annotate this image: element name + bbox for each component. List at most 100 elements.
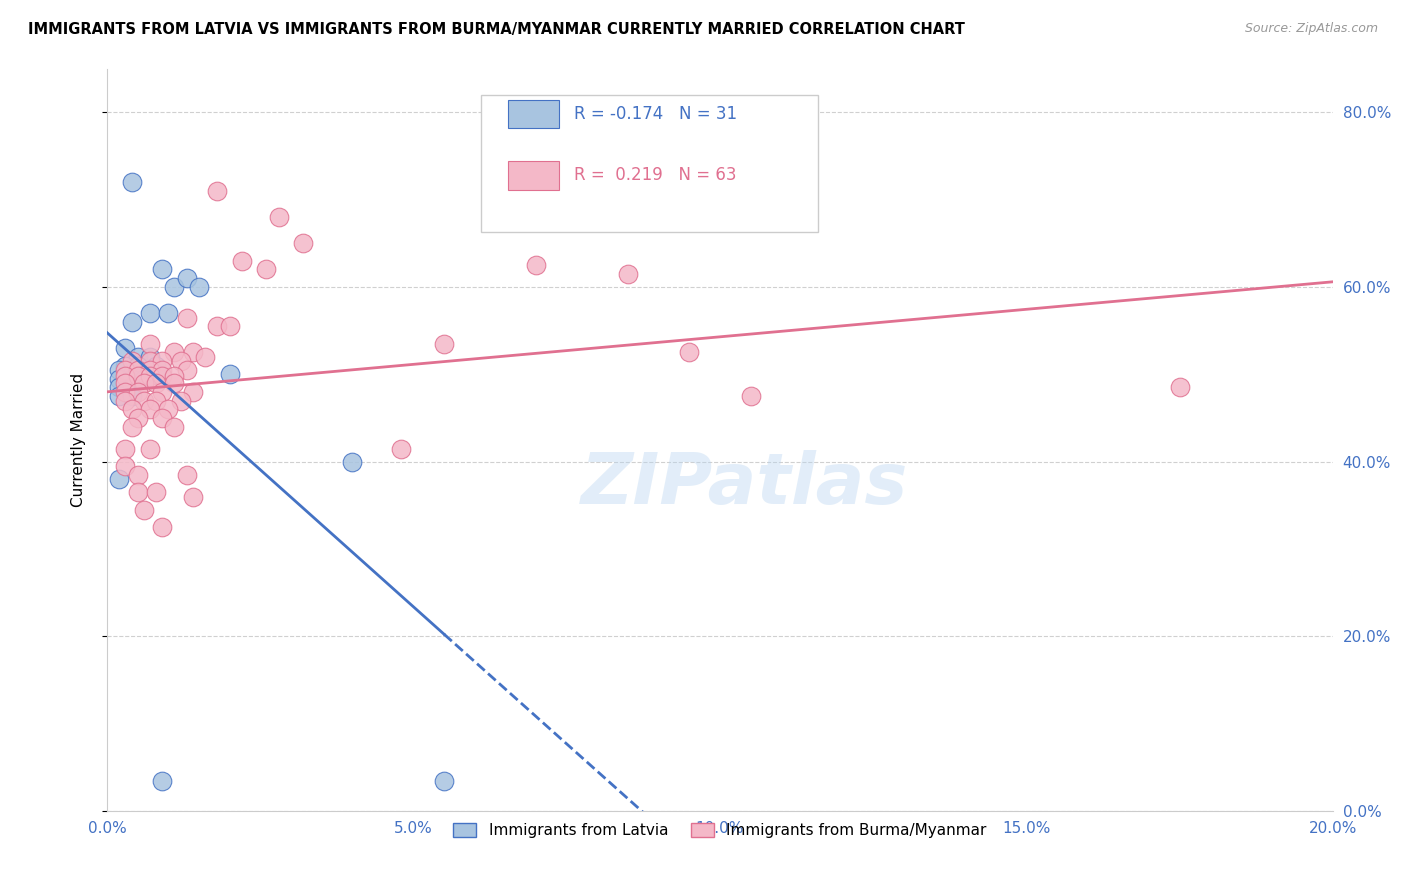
- Point: [231, 253, 253, 268]
- Point: [132, 376, 155, 390]
- Point: [292, 236, 315, 251]
- Point: [150, 411, 173, 425]
- Point: [181, 345, 204, 359]
- Point: [740, 389, 762, 403]
- Point: [121, 402, 143, 417]
- Point: [150, 354, 173, 368]
- Point: [139, 363, 162, 377]
- Text: R =  0.219   N = 63: R = 0.219 N = 63: [574, 167, 737, 185]
- Point: [139, 354, 162, 368]
- Point: [169, 393, 191, 408]
- Point: [150, 773, 173, 788]
- Point: [389, 442, 412, 456]
- Point: [163, 419, 186, 434]
- Point: [139, 306, 162, 320]
- Point: [121, 368, 143, 382]
- Point: [114, 442, 136, 456]
- Point: [181, 490, 204, 504]
- Point: [157, 306, 180, 320]
- Point: [176, 310, 198, 325]
- Point: [188, 280, 211, 294]
- Point: [127, 411, 149, 425]
- Point: [114, 376, 136, 390]
- Text: IMMIGRANTS FROM LATVIA VS IMMIGRANTS FROM BURMA/MYANMAR CURRENTLY MARRIED CORREL: IMMIGRANTS FROM LATVIA VS IMMIGRANTS FRO…: [28, 22, 965, 37]
- Point: [194, 350, 217, 364]
- Point: [342, 455, 364, 469]
- Text: ZIPatlas: ZIPatlas: [581, 450, 908, 519]
- Point: [132, 372, 155, 386]
- Point: [207, 184, 229, 198]
- Point: [139, 336, 162, 351]
- Point: [433, 773, 456, 788]
- Bar: [508, 161, 560, 190]
- Point: [108, 472, 131, 486]
- Text: R = -0.174   N = 31: R = -0.174 N = 31: [574, 105, 737, 123]
- Point: [139, 369, 162, 384]
- Point: [139, 442, 162, 456]
- Point: [127, 363, 149, 377]
- Point: [163, 376, 186, 390]
- Point: [114, 359, 136, 373]
- Point: [108, 372, 131, 386]
- Point: [121, 380, 143, 394]
- Point: [617, 267, 640, 281]
- Point: [114, 341, 136, 355]
- Point: [145, 359, 167, 373]
- Point: [150, 363, 173, 377]
- Point: [163, 369, 186, 384]
- Point: [132, 393, 155, 408]
- Point: [145, 376, 167, 390]
- Point: [114, 363, 136, 377]
- Point: [127, 359, 149, 373]
- Point: [121, 372, 143, 386]
- Point: [163, 345, 186, 359]
- Point: [114, 384, 136, 399]
- Y-axis label: Currently Married: Currently Married: [72, 373, 86, 507]
- Point: [218, 319, 240, 334]
- Point: [121, 175, 143, 189]
- Text: Source: ZipAtlas.com: Source: ZipAtlas.com: [1244, 22, 1378, 36]
- Point: [114, 369, 136, 384]
- Point: [108, 389, 131, 403]
- Point: [121, 315, 143, 329]
- Point: [114, 458, 136, 473]
- Point: [121, 354, 143, 368]
- Point: [176, 467, 198, 482]
- Bar: [508, 100, 560, 128]
- Point: [218, 368, 240, 382]
- Point: [163, 280, 186, 294]
- Point: [114, 393, 136, 408]
- Point: [132, 368, 155, 382]
- Point: [127, 350, 149, 364]
- Point: [150, 384, 173, 399]
- Point: [176, 363, 198, 377]
- Point: [139, 402, 162, 417]
- Point: [127, 369, 149, 384]
- Point: [207, 319, 229, 334]
- Point: [132, 502, 155, 516]
- Point: [145, 485, 167, 500]
- Point: [1168, 380, 1191, 394]
- FancyBboxPatch shape: [481, 95, 818, 232]
- Point: [121, 419, 143, 434]
- Point: [127, 467, 149, 482]
- Point: [433, 336, 456, 351]
- Point: [150, 520, 173, 534]
- Point: [108, 380, 131, 394]
- Point: [139, 350, 162, 364]
- Point: [181, 384, 204, 399]
- Point: [176, 271, 198, 285]
- Point: [121, 389, 143, 403]
- Point: [145, 368, 167, 382]
- Legend: Immigrants from Latvia, Immigrants from Burma/Myanmar: Immigrants from Latvia, Immigrants from …: [447, 817, 993, 845]
- Point: [169, 354, 191, 368]
- Point: [127, 384, 149, 399]
- Point: [127, 485, 149, 500]
- Point: [150, 262, 173, 277]
- Point: [524, 258, 547, 272]
- Point: [108, 363, 131, 377]
- Point: [678, 345, 700, 359]
- Point: [150, 369, 173, 384]
- Point: [267, 210, 290, 224]
- Point: [157, 402, 180, 417]
